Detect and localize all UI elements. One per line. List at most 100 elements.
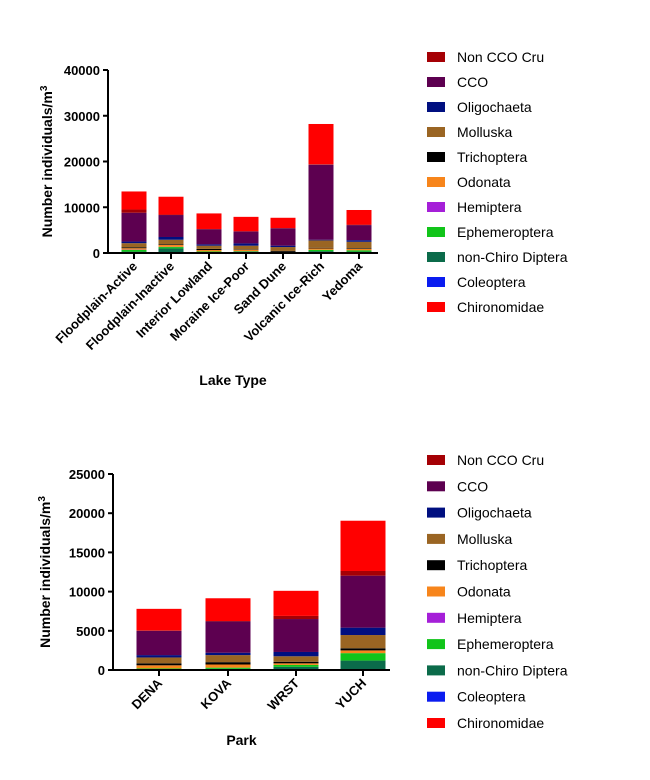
bar-segment — [233, 231, 259, 244]
x-tick-label: KOVA — [198, 675, 235, 712]
bar-segment — [308, 248, 334, 250]
legend-label: Molluska — [457, 124, 512, 140]
bar-segment — [136, 655, 182, 658]
bar-segment — [205, 667, 251, 669]
bar-segment — [196, 250, 222, 252]
y-tick-label: 15000 — [69, 545, 105, 560]
bar-segment — [233, 216, 259, 232]
bar-segment — [136, 630, 182, 656]
bar-segment — [308, 249, 334, 252]
bar-segment — [340, 660, 386, 670]
y-tick-label: 40000 — [64, 63, 100, 78]
bar-segment — [121, 209, 147, 213]
bar-segment — [273, 651, 319, 657]
legend-label: Molluska — [457, 531, 512, 547]
bar-segment — [121, 243, 147, 248]
legend: Non CCO Cru CCO Oligochaeta Molluska Trichop… — [427, 49, 568, 315]
legend-swatch — [427, 252, 445, 262]
chart-1: 010000200003000040000Floodplain-ActiveFl… — [39, 49, 568, 388]
legend-label: Coleoptera — [457, 274, 526, 290]
bar-segment — [136, 665, 182, 669]
bar-segment — [308, 164, 334, 240]
legend-swatch — [427, 533, 445, 544]
legend-swatch — [427, 612, 445, 623]
legend-swatch — [427, 455, 445, 465]
bar-segment — [121, 212, 147, 242]
legend-swatch — [427, 481, 445, 492]
bar-segment — [205, 662, 251, 665]
bar-segment — [346, 248, 372, 251]
bar-segment — [346, 250, 372, 252]
bar-segment — [233, 249, 259, 252]
bar-segment — [158, 239, 184, 245]
y-tick-label: 20000 — [69, 506, 105, 521]
bar-segment — [158, 244, 184, 245]
y-tick-label: 5000 — [76, 624, 105, 639]
legend-swatch — [427, 127, 445, 137]
bar-segment — [340, 653, 386, 661]
y-tick-label: 25000 — [69, 467, 105, 482]
bar-segment — [270, 228, 296, 246]
bar-segment — [121, 241, 147, 244]
bar-segment — [273, 664, 319, 667]
bar-segment — [205, 598, 251, 621]
bar-segment — [346, 248, 372, 249]
superscript: 3 — [39, 85, 50, 91]
legend-label: Oligochaeta — [457, 99, 532, 115]
bar-segment — [205, 652, 251, 656]
bar-segment — [346, 240, 372, 242]
bar-segment — [273, 663, 319, 665]
bar-segment — [270, 247, 296, 251]
bar-segment — [340, 575, 386, 628]
legend-label: Chironomidae — [457, 299, 544, 315]
bar-segment — [136, 608, 182, 631]
x-tick-label: DENA — [128, 675, 165, 712]
bar-segment — [346, 241, 372, 249]
y-tick-label: 20000 — [64, 155, 100, 170]
legend-label: Hemiptera — [457, 199, 522, 215]
legend-label: non-Chiro Diptera — [457, 662, 568, 678]
bar-segment — [121, 191, 147, 210]
legend-label: CCO — [457, 74, 488, 90]
bar-segment — [273, 619, 319, 652]
bar-segment — [196, 229, 222, 245]
bar-segment — [196, 245, 222, 249]
bar-segment — [136, 663, 182, 666]
bar-segment — [270, 250, 296, 252]
bar-segment — [273, 661, 319, 664]
legend-label: Coleoptera — [457, 689, 526, 705]
bar-segment — [346, 225, 372, 241]
legend-swatch — [427, 102, 445, 112]
legend-swatch — [427, 560, 445, 571]
legend-label: Trichoptera — [457, 149, 528, 165]
legend-swatch — [427, 302, 445, 312]
bar-segment — [233, 243, 259, 246]
y-tick-label: 0 — [93, 246, 100, 261]
x-tick-label: WRST — [264, 675, 302, 713]
bar-segment — [270, 217, 296, 229]
legend-label: Ephemeroptera — [457, 224, 554, 240]
legend-label: Odonata — [457, 174, 511, 190]
bar-segment — [158, 248, 184, 253]
bar-segment — [308, 240, 334, 248]
bar-segment — [196, 251, 222, 253]
bar-segment — [273, 615, 319, 620]
x-tick-label: Yedoma — [319, 258, 365, 304]
bar-segment — [158, 215, 184, 237]
legend-swatch — [427, 691, 445, 702]
legend-swatch — [427, 665, 445, 676]
legend-label: Hemiptera — [457, 610, 522, 626]
legend-label: Odonata — [457, 584, 511, 600]
legend-swatch — [427, 152, 445, 162]
legend-swatch — [427, 586, 445, 597]
legend-swatch — [427, 277, 445, 287]
bar-segment — [273, 590, 319, 616]
y-axis-label: Number individuals/m3 — [37, 496, 53, 648]
y-axis-label: Number individuals/m3 — [39, 85, 55, 237]
y-tick-label: 10000 — [64, 200, 100, 215]
bar-segment — [121, 249, 147, 252]
bar-segment — [196, 213, 222, 229]
bar-segment — [340, 520, 386, 571]
bar-segment — [273, 656, 319, 662]
